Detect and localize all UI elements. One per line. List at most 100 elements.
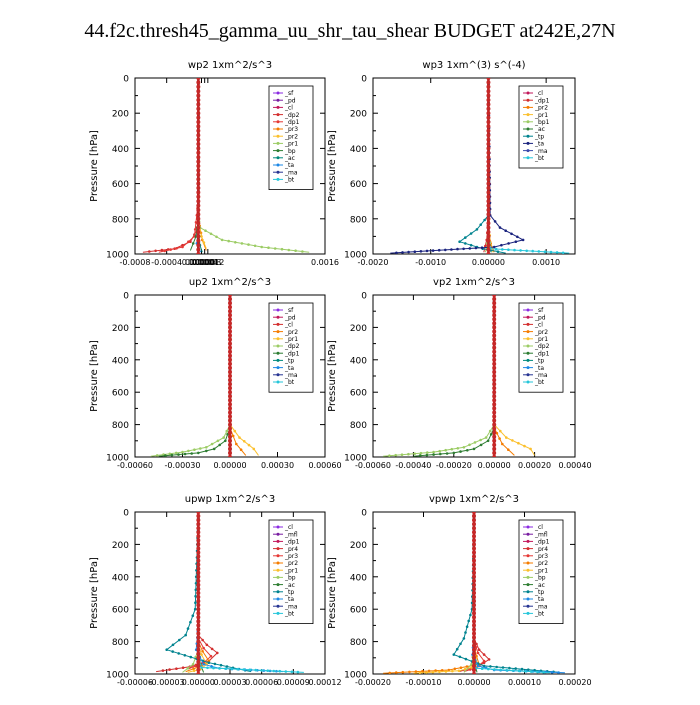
legend-marker (526, 308, 530, 312)
series-marker (388, 671, 391, 674)
y-tick-label: 1000 (344, 671, 367, 681)
zero-profile-marker (472, 514, 476, 519)
legend-marker (276, 156, 280, 160)
zero-profile-marker (196, 78, 201, 80)
series-marker (520, 667, 524, 671)
series-marker (218, 443, 221, 447)
series-marker (475, 228, 479, 231)
series-marker (192, 667, 195, 670)
legend-entry: _bt (284, 611, 295, 618)
zero-profile-marker (196, 115, 201, 120)
x-tick-label: 0.00030 (261, 461, 294, 470)
series-marker (296, 670, 300, 674)
zero-profile-marker (196, 199, 201, 204)
legend-marker (276, 149, 280, 153)
legend-box (518, 302, 564, 393)
zero-profile-marker (228, 398, 232, 403)
legend-entry: _dp1 (534, 350, 550, 357)
zero-profile-marker (196, 611, 201, 616)
zero-profile-marker (492, 361, 497, 366)
series-marker (516, 235, 519, 239)
series-marker (168, 668, 171, 671)
zero-profile-marker (486, 102, 491, 107)
series-marker (434, 669, 437, 672)
zero-profile-marker (492, 438, 497, 443)
zero-profile-marker (196, 111, 201, 116)
series-marker (260, 669, 264, 672)
y-tick-label: 200 (350, 541, 367, 551)
legend-entry: _sf (284, 90, 294, 97)
zero-profile-marker (486, 124, 491, 129)
series-marker (531, 249, 534, 253)
zero-profile-marker (228, 406, 232, 411)
legend-entry: _bt (284, 177, 295, 184)
legend-entry: _pd (534, 314, 546, 321)
zero-profile-marker (492, 402, 497, 407)
chart-title: upwp 1xm^2/s^3 (185, 494, 275, 505)
legend-entry: _pr1 (534, 567, 548, 574)
zero-profile-marker (196, 177, 201, 182)
y-tick-label: 600 (350, 180, 367, 190)
zero-profile-marker (196, 142, 201, 146)
legend-marker (276, 539, 280, 543)
series-marker (499, 429, 502, 433)
zero-profile-marker (228, 337, 232, 342)
y-tick-label: 200 (350, 110, 367, 120)
zero-profile-marker (196, 582, 201, 587)
zero-profile-marker (196, 639, 201, 644)
zero-profile-marker (492, 329, 497, 334)
y-tick-label: 400 (350, 356, 367, 366)
series-marker (254, 668, 257, 672)
series-marker (407, 452, 410, 456)
zero-profile-marker (492, 390, 497, 395)
series-marker (479, 443, 483, 447)
zero-profile-marker (228, 446, 232, 451)
series-marker (165, 648, 168, 651)
zero-profile-marker (196, 574, 201, 579)
zero-profile-marker (486, 84, 491, 89)
y-axis-label: Pressure [hPa] (327, 130, 338, 202)
series-marker (419, 451, 423, 455)
series-marker (457, 669, 461, 673)
series-marker (388, 454, 391, 457)
x-tick-label: 0.00060 (308, 461, 341, 470)
zero-profile-marker (196, 619, 201, 624)
legend-marker (276, 575, 280, 579)
series-marker (181, 245, 184, 249)
series-marker (523, 444, 526, 448)
series-marker (170, 453, 174, 457)
zero-profile-marker (196, 89, 201, 94)
zero-profile-marker (196, 120, 201, 124)
series-marker (529, 447, 532, 451)
series-marker (543, 250, 547, 254)
zero-profile-marker (472, 667, 476, 672)
series-marker (487, 658, 491, 661)
series-marker (505, 668, 509, 672)
series-marker (495, 665, 499, 669)
series-marker (191, 242, 195, 245)
series-marker (451, 669, 454, 673)
series-marker (202, 646, 205, 650)
zero-profile-marker (196, 203, 201, 208)
series-marker (210, 647, 214, 651)
y-tick-label: 800 (350, 421, 367, 431)
series-marker (507, 242, 510, 245)
zero-profile-marker (472, 643, 476, 648)
series-marker (238, 436, 241, 439)
series-marker (462, 637, 466, 640)
zero-profile-marker (492, 418, 497, 423)
zero-profile-marker (492, 295, 497, 297)
zero-profile-marker (196, 530, 201, 535)
series-marker (455, 647, 459, 651)
zero-profile-marker (228, 301, 232, 306)
series-marker (191, 663, 195, 666)
legend-marker (276, 583, 280, 587)
series-marker (494, 247, 498, 251)
zero-profile-marker (472, 615, 476, 620)
legend-entry: _ma (534, 603, 548, 610)
series-marker (445, 452, 449, 455)
zero-profile-marker (492, 325, 497, 330)
zero-profile-marker (228, 369, 232, 374)
series-marker (201, 638, 204, 642)
